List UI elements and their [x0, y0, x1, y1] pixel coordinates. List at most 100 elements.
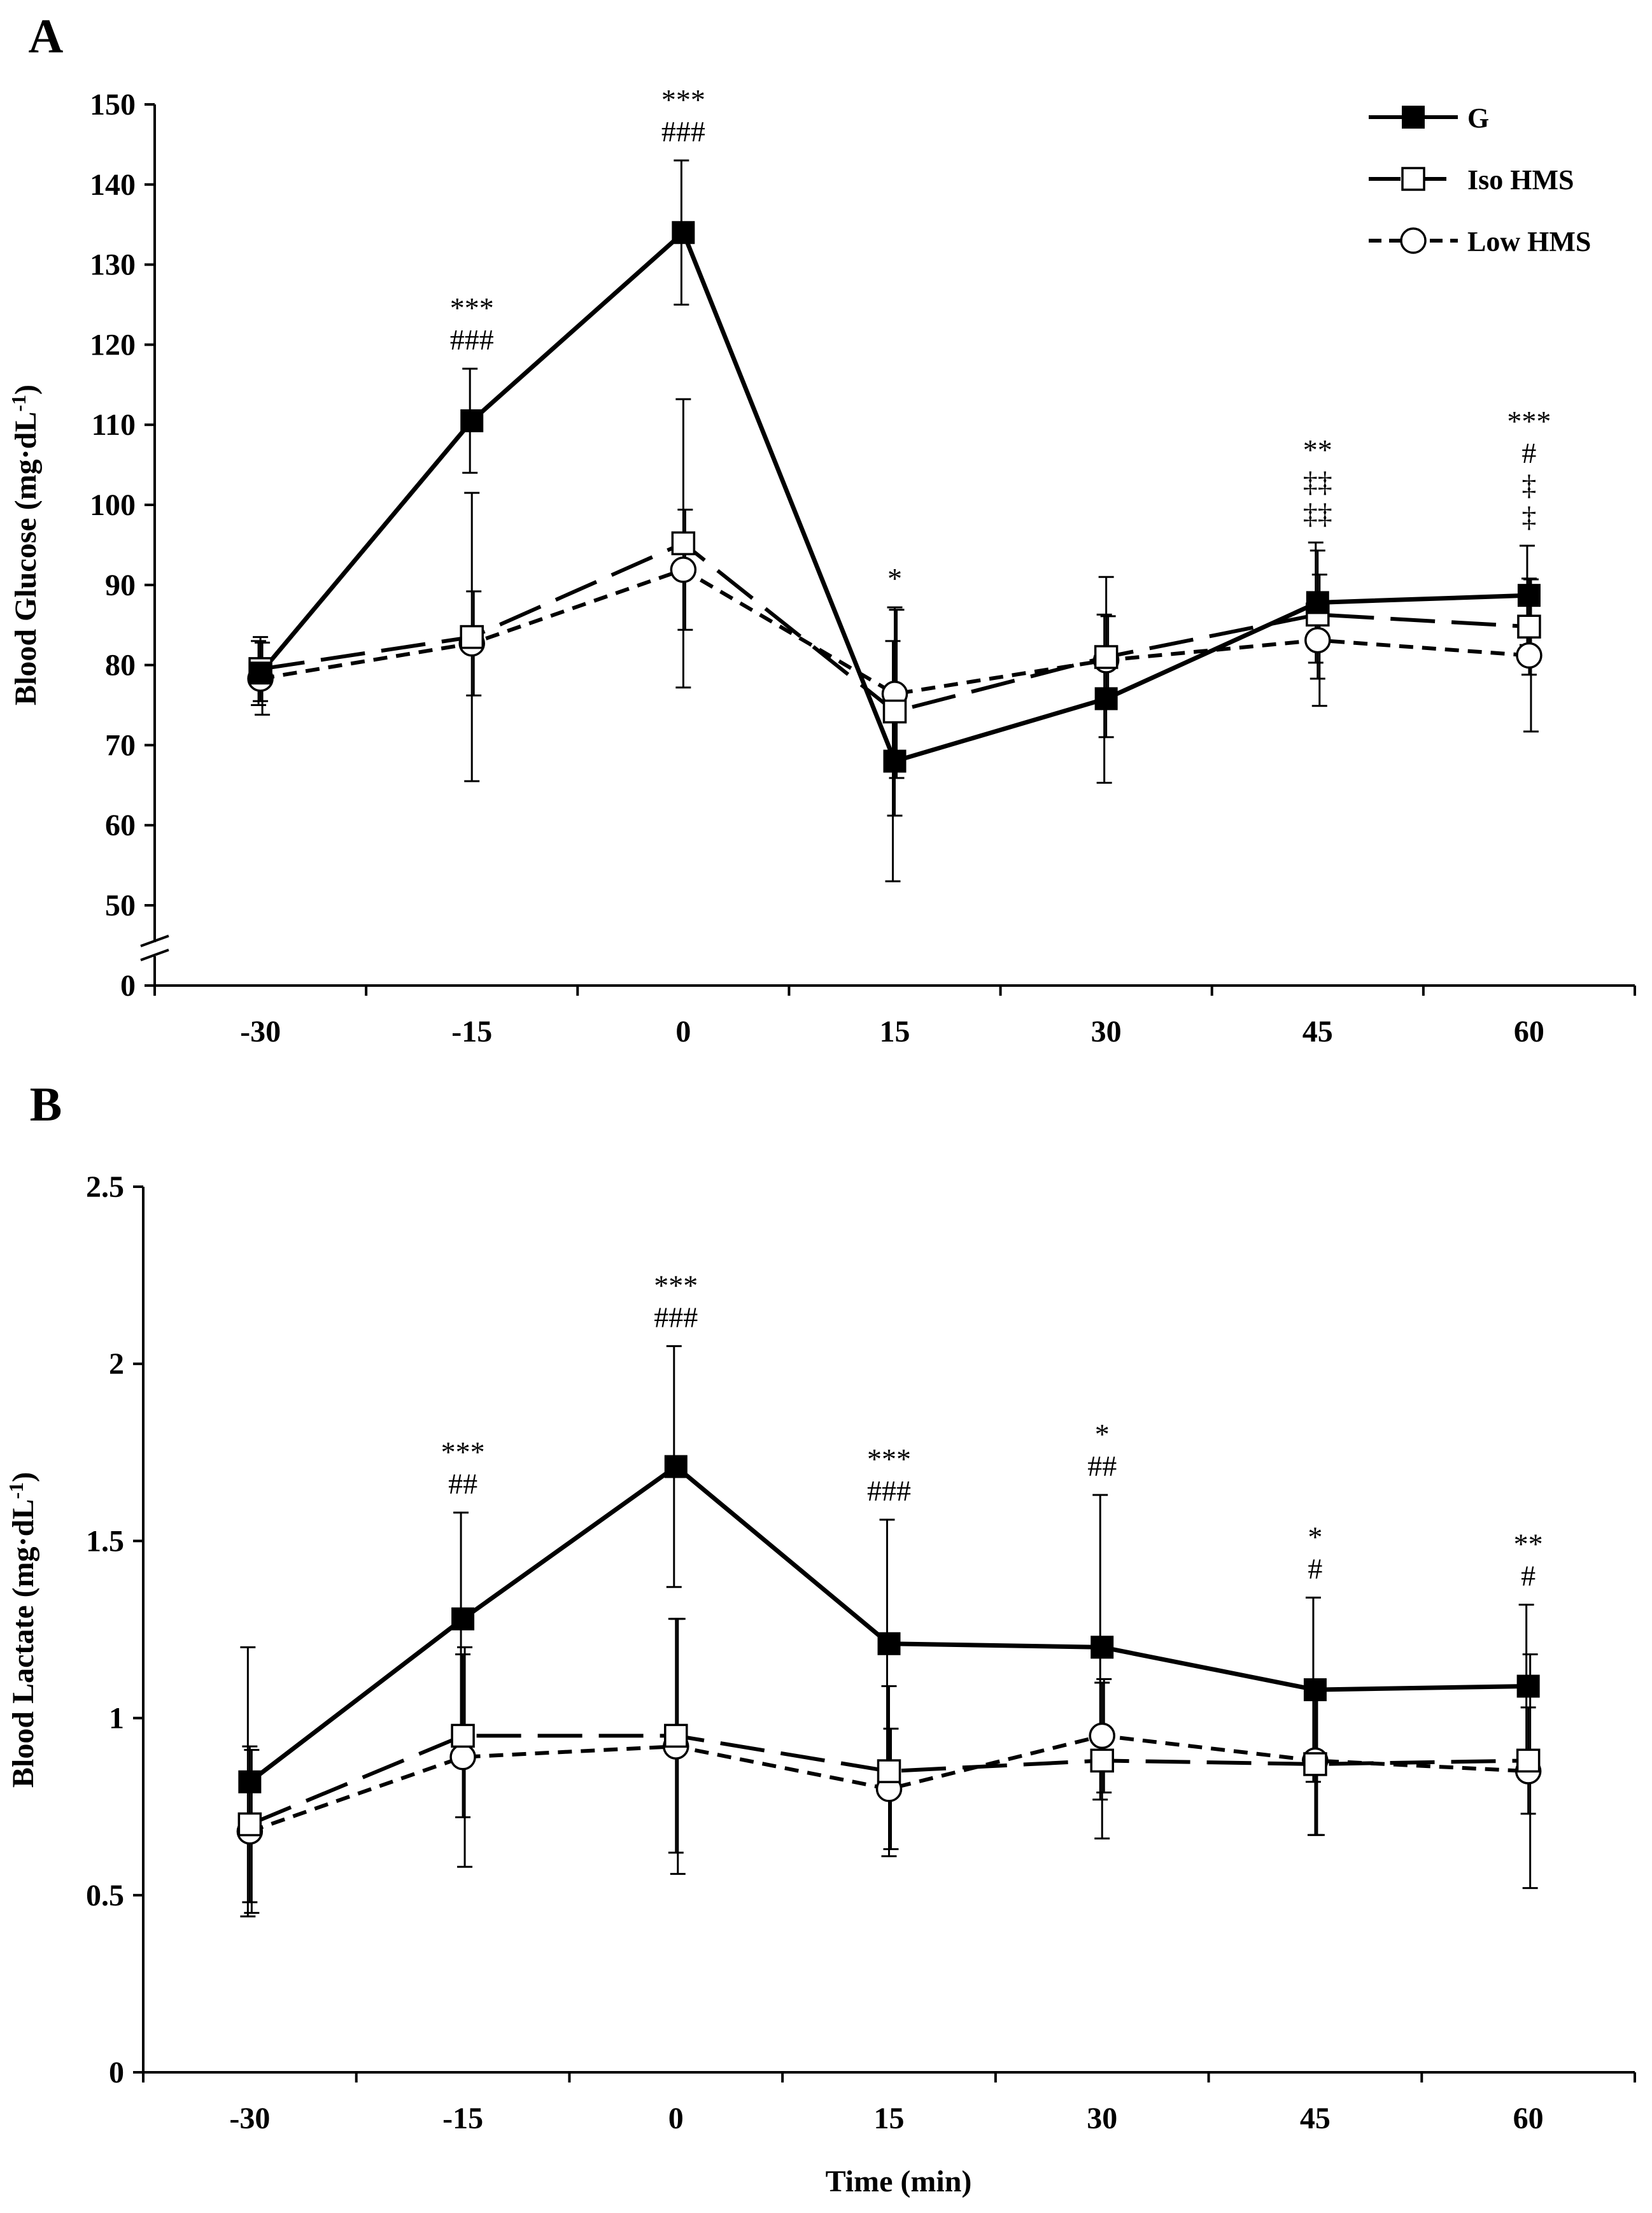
y-tick-label: 1.5	[86, 1524, 124, 1558]
data-point-g	[1516, 1674, 1540, 1698]
data-point-g	[883, 749, 907, 773]
y-axis-title-superscript: -1	[4, 1482, 27, 1499]
y-tick-label: 90	[105, 569, 136, 602]
legend: G Iso HMS Low HMS	[1369, 103, 1591, 257]
significance-annotation: ###	[654, 1301, 698, 1333]
x-tick-label: -30	[240, 1015, 281, 1049]
x-tick-label: -30	[229, 2102, 270, 2135]
significance-annotation: ###	[661, 115, 705, 148]
significance-annotation: ***	[654, 1269, 698, 1301]
x-axis-title: Time (min)	[826, 2165, 972, 2198]
significance-annotation: #	[1521, 1560, 1536, 1592]
y-tick-label: 70	[105, 728, 136, 762]
y-axis-title-close: )	[6, 1472, 40, 1482]
significance-annotation: *	[1308, 1520, 1322, 1553]
y-tick-label: 60	[105, 809, 136, 842]
legend-label: Low HMS	[1467, 226, 1591, 257]
y-tick-label: 2.5	[86, 1170, 124, 1204]
x-tick-label: 0	[668, 2102, 684, 2135]
panel-a-label: A	[29, 10, 64, 63]
significance-annotation: ##	[1087, 1450, 1117, 1482]
y-tick-label: 100	[90, 488, 136, 522]
y-axis-title-main: Blood Lactate (mg·dL	[6, 1499, 40, 1788]
x-tick-label: -15	[451, 1015, 492, 1049]
x-tick-label: 15	[880, 1015, 910, 1049]
y-tick-label: 130	[90, 248, 136, 282]
y-tick-label: 0	[120, 969, 136, 1003]
y-tick-label: 110	[92, 408, 136, 442]
significance-annotation: ‡	[1521, 500, 1536, 533]
significance-annotation: *	[1095, 1418, 1110, 1450]
axis-break-mark	[140, 935, 169, 947]
data-point-low-hms	[670, 556, 697, 583]
data-point-g	[238, 1770, 262, 1793]
panel-a: A 0 50 60 70 80 90 100 110 120 130 140 150 -30 -15 0 15 3…	[7, 10, 1636, 1049]
y-axis-title: Blood Glucose (mg·dL-1)	[7, 385, 43, 705]
significance-annotation: #	[1521, 437, 1536, 469]
data-point-iso-hms	[1090, 1748, 1114, 1773]
y-tick-label: 0.5	[86, 1879, 124, 1913]
y-tick-label: 120	[90, 328, 136, 362]
y-axis-title-main: Blood Glucose (mg·dL	[9, 412, 43, 705]
data-point-iso-hms	[237, 1812, 262, 1837]
data-point-g	[460, 409, 484, 432]
data-point-iso-hms	[1517, 614, 1541, 639]
significance-annotation: ###	[867, 1474, 911, 1507]
significance-annotation: ##	[448, 1467, 477, 1500]
data-point-g	[1303, 1678, 1327, 1702]
x-tick-label: 30	[1087, 2102, 1117, 2135]
significance-annotation: ‡‡	[1303, 497, 1332, 530]
data-point-low-hms	[1304, 626, 1331, 654]
significance-annotation: ***	[867, 1443, 911, 1475]
data-point-g	[249, 661, 272, 685]
data-point-g	[1091, 1636, 1114, 1659]
data-point-g	[451, 1607, 475, 1630]
axis-break-mark	[140, 949, 169, 961]
x-tick-label: -15	[442, 2102, 483, 2135]
data-point-iso-hms	[671, 531, 696, 556]
y-tick-label: 1	[109, 1702, 124, 1736]
significance-annotation: ***	[441, 1436, 485, 1468]
legend-label: G	[1467, 103, 1489, 134]
significance-annotation: ***	[1507, 405, 1551, 437]
data-point-iso-hms	[877, 1759, 901, 1783]
y-axis-title: Blood Lactate (mg·dL-1)	[4, 1472, 40, 1788]
x-tick-label: 60	[1514, 1015, 1544, 1049]
significance-annotation: #	[1308, 1552, 1322, 1585]
data-point-g	[664, 1455, 688, 1478]
data-point-g	[877, 1632, 901, 1655]
legend-swatch-marker	[1400, 227, 1427, 254]
legend-swatch-marker	[1401, 167, 1425, 191]
x-tick-label: 15	[874, 2102, 905, 2135]
significance-annotation: *	[887, 562, 902, 595]
significance-annotation: ‡	[1521, 469, 1536, 501]
y-tick-label: 150	[90, 88, 136, 122]
significance-annotation: ***	[661, 83, 705, 116]
significance-annotation: **	[1303, 434, 1332, 466]
x-tick-label: 60	[1513, 2102, 1544, 2135]
panel-b: B 0 0.5 1 1.5 2 2.5 -30 -15 0 15 30 45 60 Blood Lactat…	[4, 1078, 1636, 2198]
data-point-g	[672, 221, 695, 244]
legend-label: Iso HMS	[1467, 164, 1574, 195]
data-point-iso-hms	[460, 625, 484, 649]
data-point-low-hms	[1089, 1722, 1115, 1750]
data-point-low-hms	[449, 1744, 476, 1771]
data-point-iso-hms	[1094, 645, 1119, 669]
data-point-g	[1094, 687, 1118, 711]
data-point-iso-hms	[664, 1723, 688, 1748]
panel-b-label: B	[30, 1078, 62, 1131]
x-tick-label: 45	[1300, 2102, 1331, 2135]
y-tick-label: 0	[109, 2056, 124, 2089]
x-tick-label: 30	[1091, 1015, 1122, 1049]
x-tick-label: 45	[1303, 1015, 1333, 1049]
significance-annotation: ‡‡	[1303, 465, 1332, 498]
data-point-iso-hms	[1303, 1752, 1327, 1776]
data-point-iso-hms	[1516, 1748, 1541, 1773]
y-tick-label: 80	[105, 649, 136, 682]
data-point-iso-hms	[451, 1723, 475, 1748]
y-axis-title-close: )	[9, 385, 43, 395]
y-tick-label: 50	[105, 889, 136, 923]
data-point-low-hms	[1516, 642, 1543, 669]
